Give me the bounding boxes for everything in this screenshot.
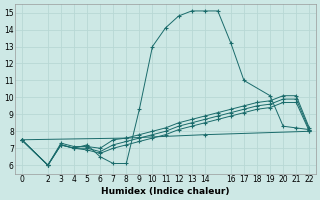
X-axis label: Humidex (Indice chaleur): Humidex (Indice chaleur) (101, 187, 230, 196)
